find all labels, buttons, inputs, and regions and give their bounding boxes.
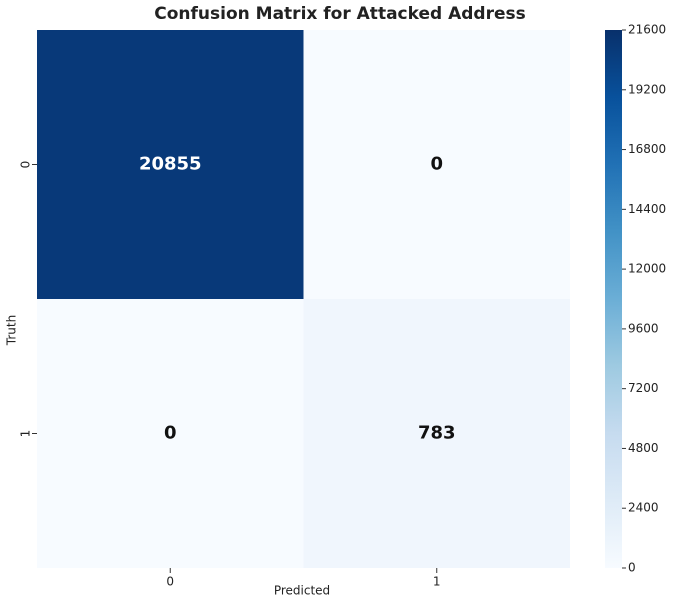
x-tick-label: 1	[433, 575, 441, 589]
colorbar-tick-label: 21600	[628, 23, 666, 37]
heatmap-cell	[303, 30, 570, 299]
cell-label: 20855	[139, 154, 202, 175]
x-tick-label: 0	[166, 575, 174, 589]
colorbar-tick-label: 9600	[628, 321, 659, 335]
heatmap-cell	[37, 30, 304, 299]
cell-label: 783	[418, 423, 456, 444]
colorbar-tick-label: 19200	[628, 82, 666, 96]
colorbar-tick-label: 0	[628, 561, 636, 575]
colorbar-tick-label: 2400	[628, 501, 659, 515]
cell-label: 0	[430, 154, 443, 175]
colorbar-tick-label: 7200	[628, 381, 659, 395]
y-axis-label: Truth	[5, 315, 19, 346]
y-tick-label: 0	[19, 161, 33, 169]
y-tick-label: 1	[19, 430, 33, 438]
cell-label: 0	[164, 423, 177, 444]
heatmap-cell	[37, 299, 304, 568]
colorbar-tick-label: 16800	[628, 142, 666, 156]
colorbar-tick-label: 4800	[628, 441, 659, 455]
colorbar-tick-label: 12000	[628, 262, 666, 276]
chart-title: Confusion Matrix for Attacked Address	[154, 4, 525, 24]
x-axis-label: Predicted	[274, 584, 330, 598]
colorbar	[605, 30, 622, 568]
colorbar-tick-label: 14400	[628, 202, 666, 216]
heatmap-cell	[303, 299, 570, 568]
